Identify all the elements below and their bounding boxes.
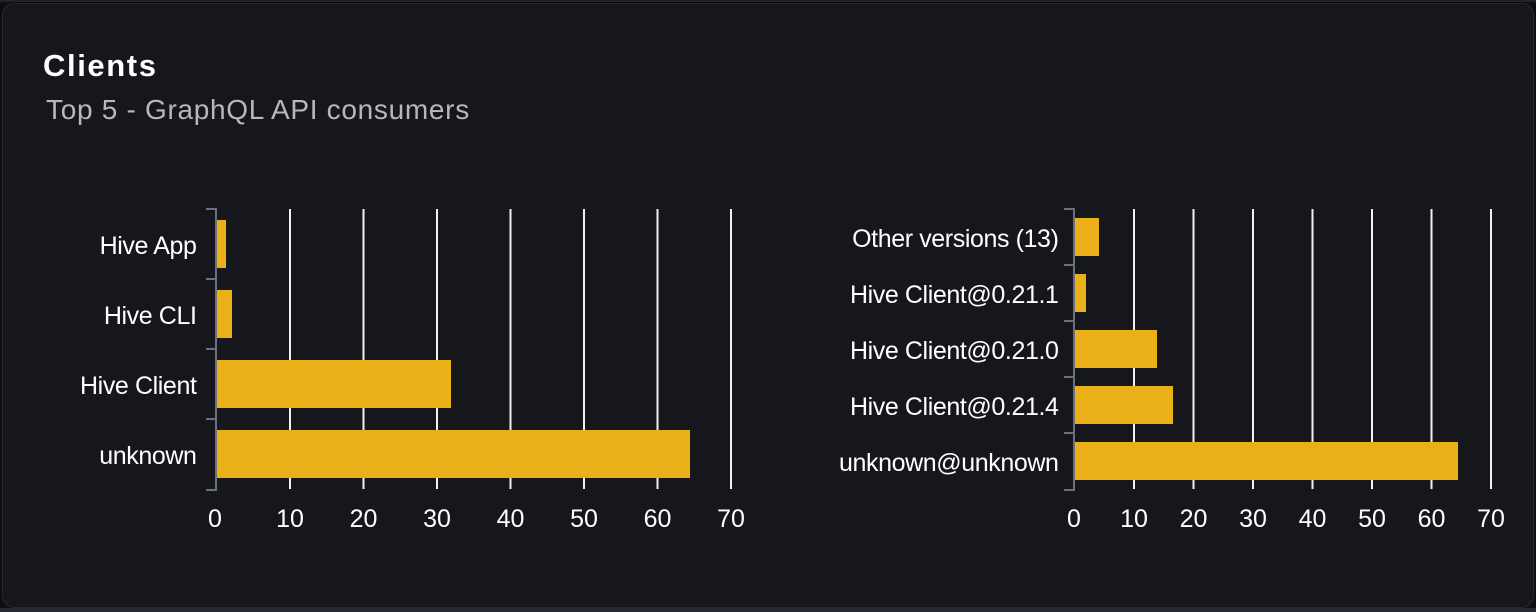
svg-text:60: 60 bbox=[1418, 505, 1446, 533]
svg-text:60: 60 bbox=[644, 505, 672, 533]
svg-text:Hive App: Hive App bbox=[100, 232, 197, 260]
svg-text:0: 0 bbox=[208, 505, 222, 533]
svg-text:10: 10 bbox=[1120, 505, 1148, 533]
svg-text:Hive CLI: Hive CLI bbox=[104, 302, 197, 330]
svg-text:unknown: unknown bbox=[99, 442, 196, 470]
svg-text:30: 30 bbox=[423, 505, 451, 533]
svg-text:50: 50 bbox=[1358, 505, 1386, 533]
svg-text:Hive Client@0.21.0: Hive Client@0.21.0 bbox=[850, 337, 1059, 365]
svg-text:20: 20 bbox=[1180, 505, 1208, 533]
svg-text:70: 70 bbox=[1477, 505, 1505, 533]
svg-text:Hive Client: Hive Client bbox=[80, 372, 197, 400]
svg-text:0: 0 bbox=[1067, 505, 1081, 533]
svg-text:20: 20 bbox=[350, 505, 378, 533]
svg-text:Hive Client@0.21.4: Hive Client@0.21.4 bbox=[850, 393, 1059, 421]
svg-text:40: 40 bbox=[497, 505, 525, 533]
svg-text:Hive Client@0.21.1: Hive Client@0.21.1 bbox=[850, 281, 1059, 309]
svg-text:50: 50 bbox=[570, 505, 598, 533]
svg-text:40: 40 bbox=[1299, 505, 1327, 533]
svg-text:10: 10 bbox=[276, 505, 304, 533]
svg-text:unknown@unknown: unknown@unknown bbox=[839, 449, 1059, 477]
svg-text:Other versions (13): Other versions (13) bbox=[852, 225, 1058, 253]
svg-text:70: 70 bbox=[717, 505, 745, 533]
svg-text:30: 30 bbox=[1239, 505, 1267, 533]
